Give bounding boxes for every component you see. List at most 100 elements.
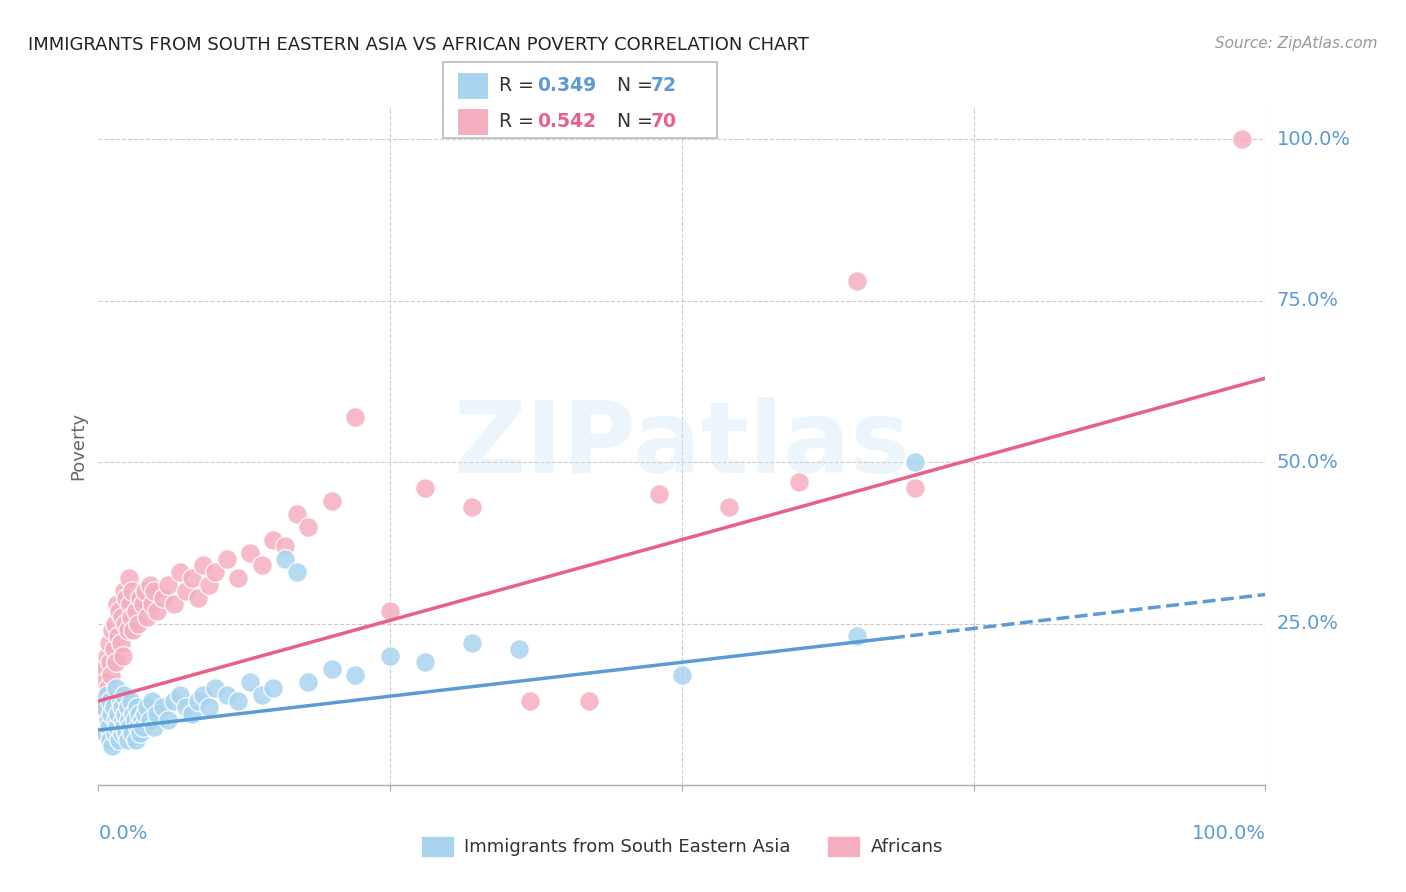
Point xyxy=(174,700,197,714)
Point xyxy=(125,732,148,747)
Point xyxy=(519,694,541,708)
Point xyxy=(100,668,122,682)
Point xyxy=(717,500,740,515)
Point xyxy=(120,694,142,708)
Point xyxy=(134,706,156,721)
Point xyxy=(108,732,131,747)
Point xyxy=(93,700,115,714)
Point xyxy=(104,616,127,631)
Point xyxy=(215,552,238,566)
Point xyxy=(297,519,319,533)
Text: 0.349: 0.349 xyxy=(537,76,596,95)
Point xyxy=(461,636,484,650)
Text: 25.0%: 25.0% xyxy=(1277,614,1339,633)
Point xyxy=(118,571,141,585)
Point xyxy=(321,662,343,676)
Point xyxy=(157,714,180,728)
Point xyxy=(380,604,402,618)
Point xyxy=(107,630,129,644)
Point xyxy=(132,597,155,611)
Point xyxy=(121,584,143,599)
Point xyxy=(139,714,162,728)
Point xyxy=(647,487,669,501)
Point xyxy=(125,604,148,618)
Point xyxy=(122,706,145,721)
Point xyxy=(117,732,139,747)
Point xyxy=(141,694,163,708)
Point xyxy=(107,706,129,721)
Text: 50.0%: 50.0% xyxy=(1277,452,1339,472)
Point xyxy=(152,591,174,605)
Point xyxy=(215,688,238,702)
Point xyxy=(110,636,132,650)
Point xyxy=(846,630,869,644)
Point xyxy=(118,720,141,734)
Point xyxy=(180,706,202,721)
Point xyxy=(115,591,138,605)
Point xyxy=(103,642,125,657)
Point xyxy=(98,655,121,669)
Point xyxy=(163,694,186,708)
Point xyxy=(104,714,127,728)
Point xyxy=(285,565,308,579)
Point xyxy=(101,623,124,637)
Point xyxy=(136,610,159,624)
Point xyxy=(174,584,197,599)
Point xyxy=(169,688,191,702)
Point xyxy=(198,578,221,592)
Point xyxy=(262,533,284,547)
Point xyxy=(321,494,343,508)
Point xyxy=(112,720,135,734)
Point xyxy=(285,507,308,521)
Text: 75.0%: 75.0% xyxy=(1277,291,1339,310)
Text: 0.0%: 0.0% xyxy=(98,824,148,843)
Point xyxy=(117,623,139,637)
Text: ZIPatlas: ZIPatlas xyxy=(454,398,910,494)
Point xyxy=(96,648,118,663)
Point xyxy=(671,668,693,682)
Point xyxy=(97,714,120,728)
Point xyxy=(297,674,319,689)
Point xyxy=(118,597,141,611)
Point xyxy=(117,700,139,714)
Point xyxy=(118,714,141,728)
Point xyxy=(94,726,117,740)
Point xyxy=(129,726,152,740)
Text: IMMIGRANTS FROM SOUTH EASTERN ASIA VS AFRICAN POVERTY CORRELATION CHART: IMMIGRANTS FROM SOUTH EASTERN ASIA VS AF… xyxy=(28,36,808,54)
Point xyxy=(114,706,136,721)
Point xyxy=(105,597,128,611)
Text: 0.542: 0.542 xyxy=(537,112,596,131)
Point xyxy=(136,700,159,714)
Text: R =: R = xyxy=(499,112,540,131)
Point xyxy=(121,726,143,740)
Point xyxy=(187,591,209,605)
Point xyxy=(97,681,120,695)
Point xyxy=(122,623,145,637)
Point xyxy=(146,604,169,618)
Point xyxy=(204,681,226,695)
Point xyxy=(846,274,869,288)
Point xyxy=(578,694,600,708)
Point xyxy=(100,706,122,721)
Point xyxy=(204,565,226,579)
Point xyxy=(180,571,202,585)
Point xyxy=(274,539,297,553)
Point xyxy=(104,681,127,695)
Point xyxy=(250,688,273,702)
Point xyxy=(239,545,262,559)
Point xyxy=(187,694,209,708)
Text: 72: 72 xyxy=(651,76,676,95)
Point xyxy=(98,732,121,747)
Point xyxy=(344,668,367,682)
Point xyxy=(108,604,131,618)
Point xyxy=(152,700,174,714)
Point xyxy=(413,481,436,495)
Point xyxy=(169,565,191,579)
Point xyxy=(146,706,169,721)
Point xyxy=(112,688,135,702)
Point xyxy=(98,694,121,708)
Point xyxy=(124,714,146,728)
Point xyxy=(139,578,162,592)
Point xyxy=(101,739,124,754)
Point xyxy=(239,674,262,689)
